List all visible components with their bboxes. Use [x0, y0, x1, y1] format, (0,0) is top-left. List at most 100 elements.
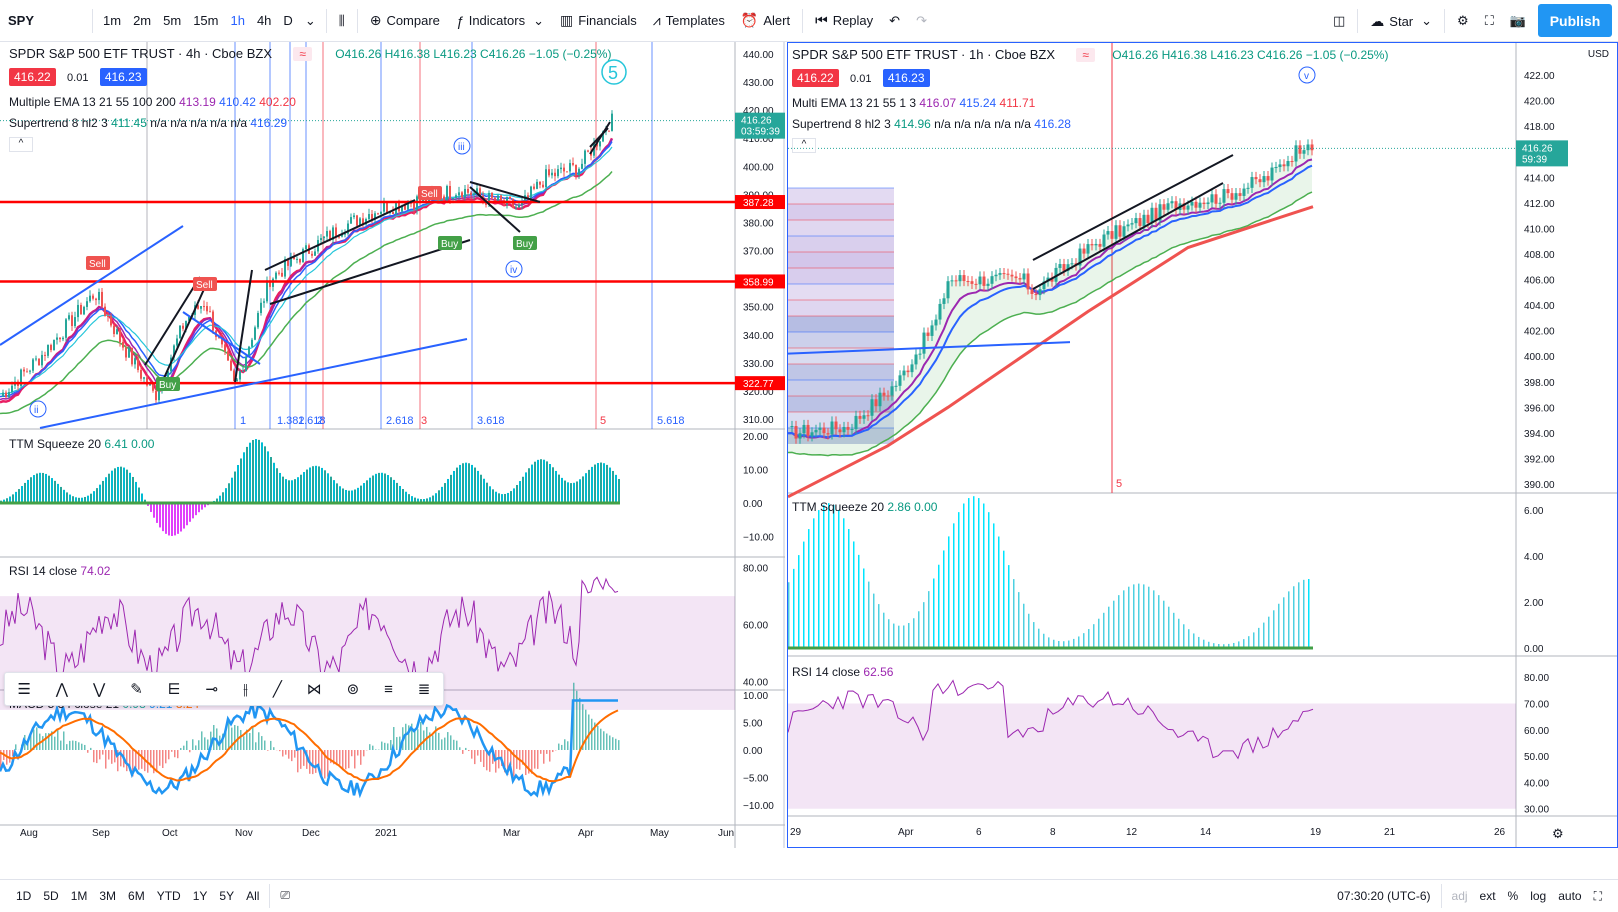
interval-1m[interactable]: 1m	[97, 0, 127, 42]
macd-hist-bar	[288, 750, 290, 759]
ext-toggle[interactable]: ext	[1474, 889, 1502, 903]
log-toggle[interactable]: log	[1524, 889, 1552, 903]
percent-toggle[interactable]: %	[1502, 889, 1525, 903]
redo-button[interactable]: ↷	[908, 0, 935, 42]
left-visibility-icon[interactable]: ≈	[293, 47, 312, 61]
magnet-tool-icon[interactable]: ⊚	[347, 680, 360, 698]
left-collapse-button[interactable]: ^	[9, 137, 33, 152]
macd-hist-bar	[588, 715, 590, 750]
candle-body	[983, 277, 986, 286]
interval-4h[interactable]: 4h	[251, 0, 277, 42]
candle-body	[1255, 177, 1258, 179]
price-axis-label: 406.00	[1524, 276, 1555, 287]
candle-body	[991, 276, 994, 284]
range-5d[interactable]: 5D	[37, 889, 64, 903]
brush-tool-icon[interactable]: ✎	[130, 680, 143, 698]
macd-hist-bar	[381, 742, 383, 750]
range-6m[interactable]: 6M	[122, 889, 151, 903]
interval-dropdown[interactable]: ⌄	[299, 0, 322, 42]
right-visibility-icon[interactable]: ≈	[1076, 48, 1095, 62]
range-3m[interactable]: 3M	[93, 889, 122, 903]
range-ytd[interactable]: YTD	[151, 889, 187, 903]
abc-pattern-tool-icon[interactable]: ⋁	[93, 680, 105, 698]
replay-button[interactable]: ⏮Replay	[807, 0, 881, 42]
right-bid-badge[interactable]: 416.22	[792, 69, 839, 87]
candle-body	[819, 428, 822, 430]
right-chart-canvas[interactable]: 422.00420.00418.00416.00414.00412.00410.…	[788, 43, 1617, 847]
range-1d[interactable]: 1D	[10, 889, 37, 903]
ttm-bar	[576, 481, 578, 503]
ttm-bar	[486, 483, 488, 503]
interval-2m[interactable]: 2m	[127, 0, 157, 42]
interval-15m[interactable]: 15m	[187, 0, 224, 42]
financials-button[interactable]: ▥Financials	[552, 0, 645, 42]
time-axis-label: 19	[1310, 827, 1322, 838]
right-ask-badge[interactable]: 416.23	[883, 69, 930, 87]
elliott-wave-tool-icon[interactable]: ⋀	[56, 680, 68, 698]
template-lines-tool-icon[interactable]: ≣	[418, 680, 431, 698]
price-range-tool-icon[interactable]: ⫲	[243, 681, 248, 698]
undo-button[interactable]: ↶	[881, 0, 908, 42]
alert-button[interactable]: ⏰Alert	[733, 0, 798, 42]
publish-button[interactable]: Publish	[1538, 4, 1612, 37]
ttm-bar	[898, 626, 900, 648]
range-5y[interactable]: 5Y	[213, 889, 240, 903]
rsi-axis-label: 30.00	[1524, 805, 1549, 816]
candle-body	[467, 189, 469, 193]
alarm-clock-icon: ⏰	[741, 12, 758, 29]
interval-5m[interactable]: 5m	[157, 0, 187, 42]
save-cloud-button[interactable]: ☁Star⌄	[1362, 0, 1440, 42]
candle-body	[1283, 164, 1286, 166]
settings-lines-tool-icon[interactable]: ≡	[384, 681, 393, 698]
candle-body	[923, 333, 926, 354]
candle-body	[999, 273, 1002, 275]
left-chart[interactable]: 440.00430.00420.00410.00400.00390.00380.…	[0, 42, 785, 848]
adj-toggle[interactable]: adj	[1446, 889, 1474, 903]
ttm-bar	[177, 503, 179, 534]
maximize-icon[interactable]: ⛶	[1588, 889, 1608, 904]
ttm-bar	[135, 482, 137, 503]
clock-label[interactable]: 07:30:20 (UTC-6)	[1331, 889, 1436, 903]
rsi-name: RSI 14 close	[9, 564, 77, 578]
undo-icon: ↶	[889, 13, 900, 29]
auto-toggle[interactable]: auto	[1552, 889, 1587, 903]
symbol-search[interactable]: SPY	[0, 0, 88, 42]
macd-hist-bar	[396, 737, 398, 750]
left-bid-badge[interactable]: 416.22	[9, 68, 56, 86]
left-ohlc: O416.26 H416.38 L416.23 C416.26 −1.05 (−…	[335, 47, 611, 61]
right-collapse-button[interactable]: ^	[792, 138, 816, 153]
interval-1h[interactable]: 1h	[224, 0, 250, 42]
go-to-date-button[interactable]: ⎚	[274, 888, 296, 903]
fullscreen-button[interactable]: ⛶	[1477, 0, 1502, 42]
layout-button[interactable]: ◫	[1325, 0, 1353, 42]
ttm-bar	[603, 463, 605, 503]
ttm-bar	[405, 492, 407, 503]
left-quote: 416.22 0.01 416.23	[9, 68, 147, 86]
horizontal-ray-tool-icon[interactable]: ⊸	[206, 680, 219, 698]
fib-tool-icon[interactable]: ⋿	[168, 680, 181, 698]
ttm-bar	[588, 470, 590, 503]
templates-button[interactable]: ⩘Templates	[645, 0, 733, 42]
ttm-bar	[893, 624, 895, 648]
ttm-bar	[564, 481, 566, 503]
ttm-bar	[1038, 629, 1040, 648]
interval-D[interactable]: D	[277, 0, 298, 42]
trend-line-tool-icon[interactable]: ☰	[17, 680, 30, 698]
snapshot-button[interactable]: 📷	[1502, 0, 1534, 42]
range-1m[interactable]: 1M	[65, 889, 94, 903]
candle-body	[791, 426, 794, 427]
range-1y[interactable]: 1Y	[187, 889, 214, 903]
candle-body	[987, 284, 990, 286]
ttm-bar	[255, 439, 257, 503]
settings-button[interactable]: ⚙	[1449, 0, 1477, 42]
compare-button[interactable]: ⊕Compare	[362, 0, 448, 42]
candle-body	[1027, 274, 1030, 290]
ttm-axis-label: 0.00	[1524, 644, 1544, 655]
range-all[interactable]: All	[240, 889, 265, 903]
chart-type-button[interactable]: ⫼	[331, 0, 353, 42]
line-tool-icon[interactable]: ╱	[273, 680, 282, 698]
right-chart[interactable]: 422.00420.00418.00416.00414.00412.00410.…	[787, 42, 1618, 848]
left-ask-badge[interactable]: 416.23	[100, 68, 147, 86]
pattern-tool-icon[interactable]: ⋈	[307, 680, 322, 698]
